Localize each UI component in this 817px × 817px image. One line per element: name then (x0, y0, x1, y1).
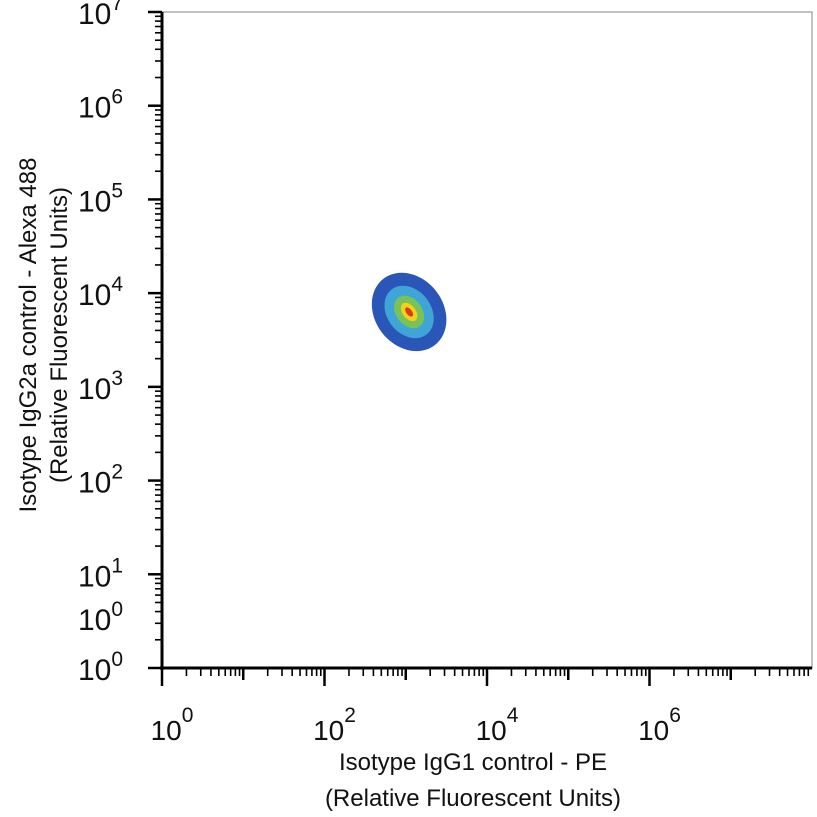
x-axis-sublabel: (Relative Fluorescent Units) (325, 785, 621, 812)
density-contour-peak (405, 307, 414, 317)
y-tick-label: 104 (78, 273, 123, 312)
y-tick-label: 102 (78, 461, 123, 500)
y-tick-label: 107 (78, 0, 123, 31)
y-axis-label: Isotype IgG2a control - Alexa 488 (15, 158, 42, 513)
plot-frame (161, 11, 813, 669)
y-tick-label: 105 (78, 179, 123, 218)
y-tick-label: 101 (78, 554, 123, 593)
x-axis-label: Isotype IgG1 control - PE (339, 749, 607, 776)
y-tick-label: 100 (78, 598, 123, 637)
x-tick-label: 104 (476, 704, 519, 746)
x-tick-label: 106 (638, 704, 681, 746)
y-tick-label: 100 (78, 648, 123, 687)
y-axis-sublabel: (Relative Fluorescent Units) (46, 187, 73, 483)
x-tick-label: 102 (313, 704, 356, 746)
y-tick-label: 106 (78, 86, 123, 125)
y-tick-label: 103 (78, 367, 123, 406)
x-tick-label: 100 (151, 704, 194, 746)
